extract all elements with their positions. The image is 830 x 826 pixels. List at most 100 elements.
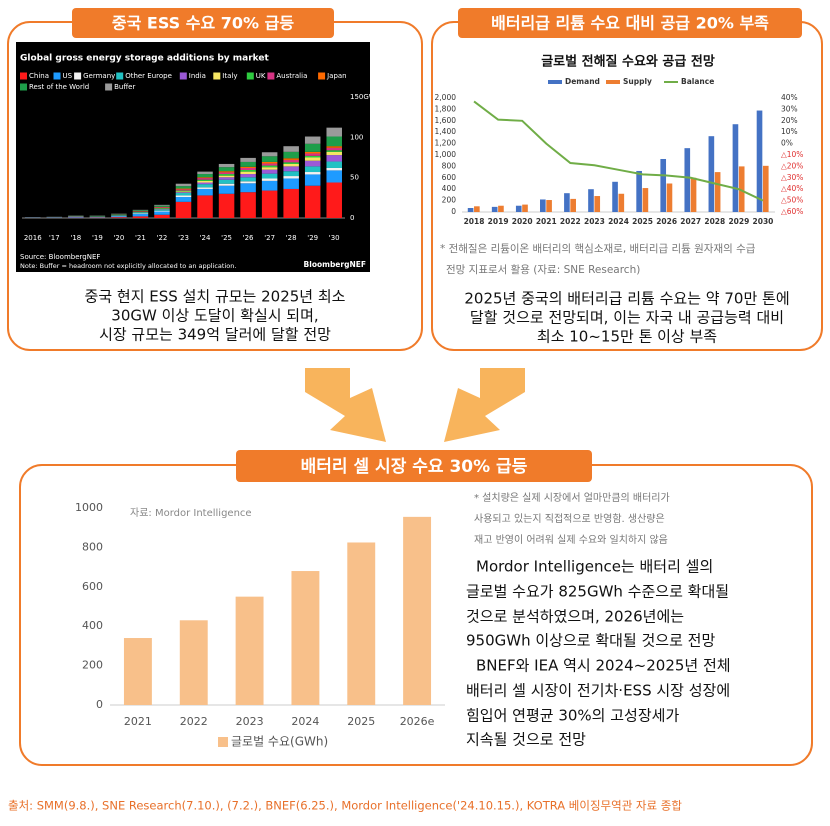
bar (218, 179, 235, 184)
bar (154, 214, 170, 218)
line-series (473, 100, 764, 202)
bar (175, 188, 192, 190)
y2-tick-label: 40% (781, 93, 798, 102)
x-tick-label: '24 (200, 234, 211, 242)
arrow (444, 368, 525, 442)
body-text: 지속될 것으로 전망 (466, 731, 586, 749)
bar (218, 175, 235, 178)
bar (618, 193, 625, 212)
y2-tick-label: △50% (781, 196, 803, 205)
y2-tick-label: △30% (781, 173, 803, 182)
body-text: Mordor Intelligence는 배터리 셀의 (476, 558, 713, 576)
y-tick-label: 600 (82, 580, 103, 593)
x-tick-label: 2030 (753, 217, 774, 226)
x-tick-label: 2029 (728, 217, 749, 226)
x-tick-label: '23 (178, 234, 189, 242)
legend-swatch (246, 72, 254, 80)
bar (154, 205, 170, 207)
chart-source: Source: BloombergNEF (20, 253, 100, 261)
bar (261, 180, 278, 191)
bar (261, 178, 278, 181)
bar (179, 620, 208, 705)
legend-label: India (189, 72, 206, 80)
bar (132, 213, 149, 217)
y-tick-label: 1,800 (435, 104, 457, 113)
bar (347, 542, 376, 705)
y-tick-label: 200 (442, 196, 457, 205)
x-tick-label: '27 (264, 234, 275, 242)
bar (240, 170, 256, 172)
bar (175, 189, 192, 191)
x-tick-label: '19 (92, 234, 103, 242)
bar (304, 151, 321, 154)
bar (218, 185, 235, 194)
bar (175, 192, 192, 193)
note-text: * 설치량은 실제 시장에서 얼마만큼의 배터리가 (474, 492, 670, 504)
x-tick-label: '20 (113, 234, 124, 242)
y2-tick-label: △60% (781, 207, 803, 216)
x-tick-label: '22 (157, 234, 168, 242)
legend-swatch (218, 737, 228, 747)
chart-title: Global gross energy storage additions by… (20, 54, 270, 64)
legend-swatch (548, 80, 562, 84)
bar (690, 177, 697, 212)
x-tick-label: 2027 (680, 217, 701, 226)
panel-header: 배터리 셀 시장 수요 30% 급등 (301, 457, 528, 477)
bar (304, 155, 321, 158)
bar (326, 127, 342, 137)
bar (197, 179, 213, 181)
bar (197, 174, 213, 178)
bar (111, 214, 127, 215)
panel-header: 배터리급 리튬 수요 대비 공급 20% 부족 (491, 14, 769, 33)
y-tick-label: 800 (82, 540, 103, 553)
bar (218, 174, 235, 176)
panel-header: 중국 ESS 수요 70% 급등 (112, 14, 294, 33)
x-tick-label: 2021 (536, 217, 557, 226)
bar (111, 216, 127, 218)
legend-swatch (20, 72, 27, 80)
x-tick-label: '29 (307, 234, 318, 242)
y2-tick-label: △10% (781, 150, 803, 159)
y2-tick-label: △40% (781, 184, 803, 193)
bar (197, 187, 213, 189)
bar (304, 172, 321, 175)
bar (588, 189, 594, 212)
bar (326, 170, 342, 183)
y2-tick-label: 10% (781, 127, 798, 136)
legend-swatch (105, 83, 113, 91)
legend-swatch (606, 80, 620, 84)
bar (283, 166, 299, 172)
bar (175, 190, 192, 192)
legend-label: Supply (623, 77, 652, 86)
chart-note: Note: Buffer = headroom not explicitly a… (20, 262, 236, 270)
bar (326, 182, 342, 218)
note-text: 사용되고 있는지 직접적으로 반영함. 생산량은 (474, 513, 665, 525)
bar (240, 167, 256, 171)
bar (261, 161, 278, 164)
x-tick-label: '30 (329, 234, 340, 242)
bar (304, 166, 321, 173)
bar (304, 185, 321, 218)
bar (235, 596, 264, 705)
bar (197, 184, 213, 188)
body-text: 배터리 셀 시장이 전기차·ESS 시장 성장에 (466, 682, 730, 700)
bar (132, 213, 149, 214)
y-tick-label: 1,400 (435, 127, 457, 136)
x-tick-label: 2024 (608, 217, 629, 226)
bar (240, 174, 256, 178)
bar (68, 216, 84, 218)
bar (154, 204, 170, 206)
legend-label: Japan (326, 72, 347, 80)
legend-label: Australia (276, 72, 307, 80)
bar (218, 193, 235, 218)
x-tick-label: 2020 (512, 217, 533, 226)
bar (326, 161, 342, 168)
bar (564, 193, 570, 212)
body-text: 중국 현지 ESS 설치 규모는 2025년 최소 (85, 288, 346, 306)
bar (240, 181, 256, 184)
bar (636, 170, 642, 212)
bar (283, 162, 299, 164)
bar (218, 163, 235, 168)
bar (261, 173, 278, 179)
